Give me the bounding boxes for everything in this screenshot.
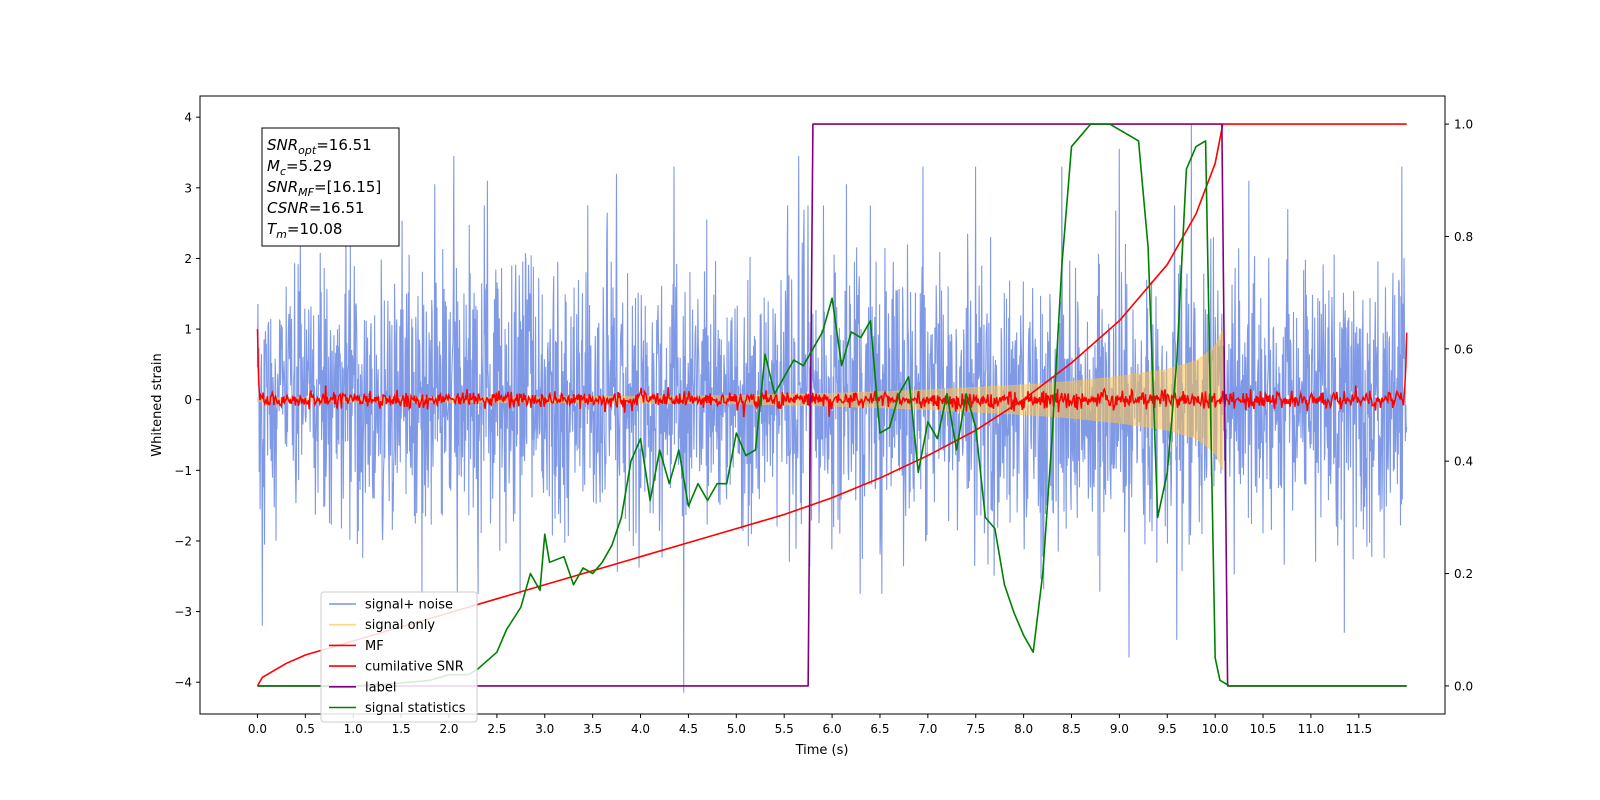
y-axis-left-label: Whitened strain xyxy=(150,353,165,456)
annotation-subscript: opt xyxy=(298,144,317,157)
x-axis: 0.0 0.5 1.0 1.5 2.0 2.5 3.0 3.5 4.0 4.5 5.0 5.5 6.0 6… xyxy=(248,714,1372,736)
annotation-line: SNRMF=[16.15] xyxy=(267,178,381,199)
annotation-value: =10.08 xyxy=(287,220,343,238)
annotation-value: =5.29 xyxy=(286,157,332,175)
legend-label: label xyxy=(365,680,396,695)
y-left-tick-label: −2 xyxy=(174,534,192,548)
x-tick-label: 10.0 xyxy=(1202,722,1229,736)
y-left-tick-label: 4 xyxy=(184,111,192,125)
y-left-tick-label: 1 xyxy=(184,323,192,337)
annotation-frame xyxy=(261,127,400,247)
y-right-tick-label: 0.2 xyxy=(1454,567,1473,581)
annotation-subscript: c xyxy=(280,165,286,178)
annotation-line: Mc=5.29 xyxy=(267,157,332,178)
x-tick-label: 5.0 xyxy=(727,722,746,736)
x-tick-label: 9.5 xyxy=(1158,722,1177,736)
x-tick-label: 4.5 xyxy=(679,722,698,736)
x-tick-label: 3.0 xyxy=(535,722,554,736)
legend-label: signal statistics xyxy=(365,701,466,716)
plot-frame xyxy=(199,95,1446,715)
x-tick-label: 6.0 xyxy=(823,722,842,736)
annotation-value: =16.51 xyxy=(316,136,372,154)
legend-label: signal only xyxy=(365,618,435,633)
x-tick-label: 11.0 xyxy=(1298,722,1325,736)
x-tick-label: 1.0 xyxy=(344,722,363,736)
x-tick-label: 6.5 xyxy=(870,722,889,736)
legend-frame xyxy=(320,591,478,723)
y-left-tick-label: −3 xyxy=(174,605,192,619)
x-tick-label: 3.5 xyxy=(583,722,602,736)
x-tick-label: 5.5 xyxy=(775,722,794,736)
y-right-tick-label: 0.8 xyxy=(1454,230,1473,244)
annotation-symbol: T xyxy=(267,220,278,238)
y-left-tick-label: −4 xyxy=(174,676,192,690)
x-tick-label: 0.5 xyxy=(296,722,315,736)
y-left-tick-label: 3 xyxy=(184,181,192,195)
legend-label: cumilative SNR xyxy=(365,660,464,675)
y-axis-right: 1.0 0.8 0.6 0.4 0.2 0.0 xyxy=(1445,118,1473,693)
x-tick-label: 11.5 xyxy=(1345,722,1372,736)
y-right-tick-label: 0.4 xyxy=(1454,455,1473,469)
legend: signal+ noise signal only MF cumilative SNR… xyxy=(320,591,478,723)
annotation-symbol: CSNR xyxy=(267,199,309,217)
x-tick-label: 1.5 xyxy=(392,722,411,736)
annotation-line: SNRopt=16.51 xyxy=(267,136,372,157)
x-tick-label: 8.5 xyxy=(1062,722,1081,736)
y-right-tick-label: 0.0 xyxy=(1454,679,1473,693)
annotation-value: =16.51 xyxy=(309,199,365,217)
annotation-subscript: MF xyxy=(298,186,314,199)
y-left-tick-label: 2 xyxy=(184,252,192,266)
legend-label: MF xyxy=(365,639,384,654)
annotation-symbol: SNR xyxy=(267,136,298,154)
annotation-line: CSNR=16.51 xyxy=(267,199,364,217)
x-tick-label: 0.0 xyxy=(248,722,267,736)
legend-label: signal+ noise xyxy=(365,598,453,613)
y-left-tick-label: 0 xyxy=(184,393,192,407)
y-right-tick-label: 0.6 xyxy=(1454,342,1473,356)
annotation-subscript: m xyxy=(276,228,287,241)
x-tick-label: 7.0 xyxy=(918,722,937,736)
y-axis-left: 4 3 2 1 0 −1 −2 −3 −4 xyxy=(174,111,200,690)
x-tick-label: 4.0 xyxy=(631,722,650,736)
x-tick-label: 10.5 xyxy=(1250,722,1277,736)
x-tick-label: 9.0 xyxy=(1110,722,1129,736)
series-signal-statistics-line xyxy=(257,123,1407,687)
x-tick-label: 2.5 xyxy=(487,722,506,736)
x-axis-label: Time (s) xyxy=(795,743,849,758)
annotation-symbol: M xyxy=(267,157,280,175)
series-signal-plus-noise-line xyxy=(256,124,1408,693)
x-tick-label: 8.0 xyxy=(1014,722,1033,736)
annotation-box: SNRopt=16.51Mc=5.29SNRMF=[16.15]CSNR=16.… xyxy=(261,127,400,247)
x-tick-label: 2.0 xyxy=(439,722,458,736)
y-left-tick-label: −1 xyxy=(174,464,192,478)
y-right-tick-label: 1.0 xyxy=(1454,118,1473,132)
annotation-line: Tm=10.08 xyxy=(267,220,342,241)
series-mf-line xyxy=(256,329,1408,418)
x-tick-label: 7.5 xyxy=(966,722,985,736)
annotation-symbol: SNR xyxy=(267,178,298,196)
annotation-value: =[16.15] xyxy=(314,178,381,196)
